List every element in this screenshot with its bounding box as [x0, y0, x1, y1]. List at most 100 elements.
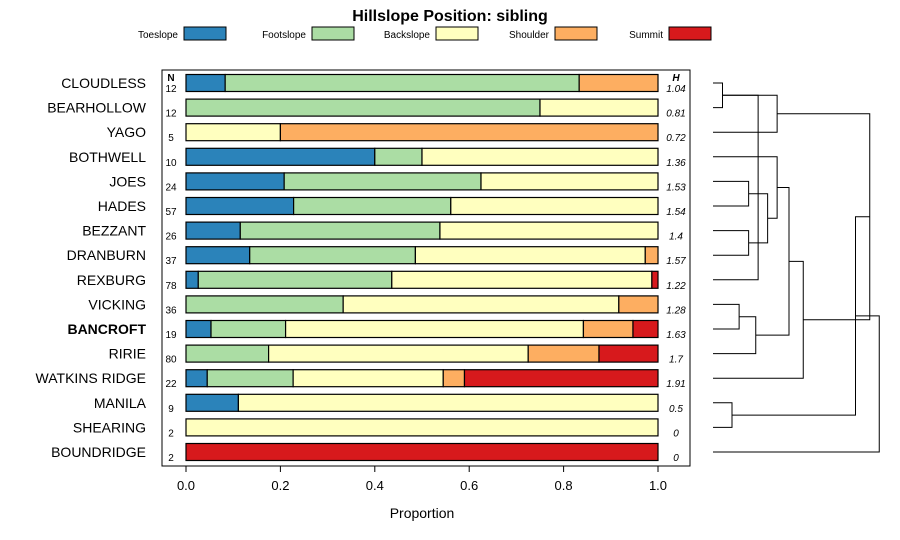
- bar-segment-footslope: [239, 221, 441, 240]
- bar-segment-toeslope: [185, 246, 251, 265]
- chart-title: Hillslope Position: sibling: [352, 8, 548, 25]
- dendrogram: [713, 82, 880, 453]
- n-value: 2: [168, 428, 174, 439]
- category-label: CLOUDLESS: [61, 75, 146, 91]
- bar-segment-footslope: [224, 73, 580, 93]
- chart-row: BANCROFT 19 1.63: [67, 319, 686, 341]
- bar-segment-backslope: [292, 369, 444, 388]
- legend-swatch-backslope: [435, 26, 479, 41]
- plot-frame: [161, 69, 691, 467]
- x-tick-label: 0.8: [555, 478, 573, 493]
- n-column-header: N: [167, 73, 174, 84]
- h-value: 1.4: [669, 232, 683, 243]
- x-tick-label: 0.4: [366, 478, 384, 493]
- category-label: BOTHWELL: [69, 149, 146, 165]
- bar-segment-summit: [185, 442, 659, 462]
- category-label: HADES: [98, 198, 146, 214]
- bar-segment-backslope: [539, 98, 659, 117]
- bar-segment-footslope: [249, 246, 416, 265]
- category-label: VICKING: [88, 296, 146, 312]
- chart-legend: Toeslope Footslope Backslope Shoulder Summit: [138, 26, 712, 41]
- chart-row: SHEARING 2 0: [73, 418, 679, 439]
- bar-segment-footslope: [197, 270, 393, 289]
- n-value: 37: [165, 256, 177, 267]
- h-value: 0.5: [669, 404, 683, 415]
- n-value: 80: [165, 355, 177, 366]
- legend-swatch-footslope: [311, 26, 355, 41]
- chart-row: BOUNDRIDGE 2 0: [51, 442, 679, 464]
- category-label: BANCROFT: [67, 321, 146, 337]
- n-value: 10: [165, 158, 177, 169]
- bar-segment-backslope: [237, 393, 659, 412]
- bar-segment-backslope: [450, 196, 659, 216]
- dendrogram-link: [713, 315, 880, 453]
- h-value: 1.91: [666, 379, 685, 390]
- n-value: 9: [168, 404, 174, 415]
- bar-segment-backslope: [421, 147, 659, 166]
- category-label: BOUNDRIDGE: [51, 444, 146, 460]
- chart-row: BEZZANT 26 1.4: [82, 221, 683, 243]
- n-value: 2: [168, 453, 174, 464]
- bar-segment-footslope: [210, 319, 287, 339]
- bar-segment-backslope: [185, 418, 659, 437]
- legend-label-backslope: Backslope: [384, 30, 431, 41]
- category-label: MANILA: [94, 395, 147, 411]
- chart-row: CLOUDLESS 12 1.04: [61, 73, 686, 95]
- bar-segment-toeslope: [185, 369, 208, 388]
- bar-segment-summit: [651, 270, 659, 289]
- bar-segment-backslope: [480, 172, 659, 191]
- category-label: SHEARING: [73, 419, 146, 435]
- h-value: 1.22: [666, 281, 686, 292]
- h-value: 1.54: [666, 207, 686, 218]
- chart-row: DRANBURN 37 1.57: [67, 246, 686, 267]
- chart-row: WATKINS RIDGE 22 1.91: [36, 369, 686, 390]
- dendrogram-link: [713, 303, 740, 330]
- legend-label-toeslope: Toeslope: [138, 30, 178, 41]
- bar-segment-summit: [463, 369, 659, 388]
- n-value: 36: [165, 305, 177, 316]
- bar-segment-backslope: [185, 123, 282, 142]
- chart-row: HADES 57 1.54: [98, 196, 686, 218]
- bar-segment-footslope: [283, 172, 482, 191]
- bar-segment-summit: [598, 344, 659, 363]
- category-label: BEZZANT: [82, 223, 146, 239]
- bar-segment-shoulder: [279, 123, 659, 142]
- bar-segment-summit: [632, 319, 659, 339]
- dendrogram-link: [713, 82, 723, 109]
- category-label: YAGO: [107, 124, 147, 140]
- dendrogram-link: [732, 216, 870, 416]
- bar-segment-toeslope: [185, 147, 376, 166]
- bar-segment-backslope: [268, 344, 529, 363]
- x-tick-label: 0.0: [177, 478, 195, 493]
- chart-row: VICKING 36 1.28: [88, 295, 686, 316]
- h-value: 1.7: [669, 355, 683, 366]
- bar-segment-toeslope: [185, 221, 241, 240]
- chart-rows: CLOUDLESS 12 1.04 BEARHOLLOW 12 0.81 YAGO 5 0.72…: [36, 73, 686, 464]
- n-value: 19: [165, 330, 177, 341]
- h-value: 0: [673, 428, 679, 439]
- legend-label-summit: Summit: [629, 30, 663, 41]
- h-value: 0: [673, 453, 679, 464]
- bar-segment-shoulder: [644, 246, 659, 265]
- h-value: 1.53: [666, 182, 686, 193]
- bar-segment-backslope: [284, 319, 585, 339]
- h-value: 0.72: [666, 133, 686, 144]
- bar-segment-footslope: [374, 147, 423, 166]
- legend-swatch-toeslope: [183, 26, 227, 41]
- x-tick-label: 0.6: [460, 478, 478, 493]
- n-value: 12: [165, 109, 177, 120]
- n-value: 22: [165, 379, 177, 390]
- category-label: DRANBURN: [67, 247, 146, 263]
- bar-segment-toeslope: [185, 196, 295, 216]
- x-tick-label: 1.0: [649, 478, 667, 493]
- dendrogram-link: [713, 230, 750, 256]
- bar-segment-toeslope: [185, 172, 285, 191]
- x-axis: 0.0 0.2 0.4 0.6 0.8 1.0: [177, 466, 667, 493]
- category-label: BEARHOLLOW: [47, 100, 147, 116]
- h-column-header: H: [672, 73, 680, 84]
- dendrogram-link: [713, 180, 750, 207]
- chart-row: JOES 24 1.53: [109, 172, 686, 193]
- bar-segment-footslope: [185, 344, 270, 363]
- bar-segment-shoulder: [578, 73, 659, 93]
- legend-swatch-shoulder: [554, 26, 598, 41]
